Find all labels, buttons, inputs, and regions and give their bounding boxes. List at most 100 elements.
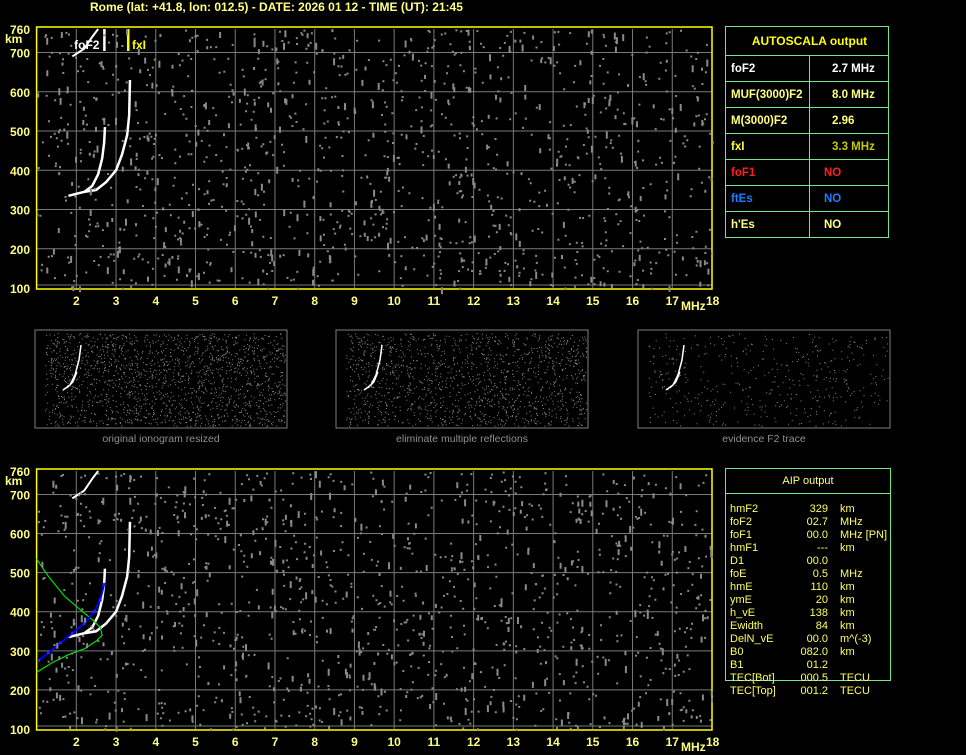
autoscala-value: NO bbox=[809, 185, 889, 212]
aip-param: hmE bbox=[730, 581, 753, 593]
aip-row: foF2 02.7 MHz bbox=[730, 516, 882, 529]
x-tick-label: 2 bbox=[73, 294, 80, 308]
autoscaled-point bbox=[92, 610, 96, 614]
autoscala-row: fxI 3.3 MHz bbox=[725, 133, 889, 160]
aip-value: 000.5 bbox=[800, 672, 828, 684]
caption-evidence: evidence F2 trace bbox=[722, 433, 806, 445]
y-axis-label: km bbox=[5, 32, 22, 46]
aip-param: foF1 bbox=[730, 529, 753, 541]
autoscala-row: foF1 NO bbox=[725, 159, 889, 186]
autoscala-row: foF2 2.7 MHz bbox=[725, 55, 889, 82]
aip-unit: km bbox=[840, 581, 855, 593]
aip-output-box: AIP output bbox=[725, 468, 891, 681]
aip-value: 001.2 bbox=[800, 685, 828, 697]
autoscala-value: 2.96 bbox=[809, 107, 889, 134]
autoscala-value: NO bbox=[809, 211, 889, 238]
aip-param: TEC[Bot] bbox=[730, 672, 775, 684]
x-tick-label: 13 bbox=[507, 294, 521, 308]
autoscala-value: 8.0 MHz bbox=[809, 81, 889, 108]
x-tick-label: 8 bbox=[311, 735, 318, 749]
page-title: Rome (lat: +41.8, lon: 012.5) - DATE: 20… bbox=[90, 0, 463, 14]
second-hop-trace bbox=[71, 28, 99, 58]
foF2-marker bbox=[103, 29, 106, 51]
aip-param: ymE bbox=[730, 594, 752, 606]
aip-row: DelN_vE 00.0 m^(-3) bbox=[730, 633, 882, 646]
x-tick-label: 15 bbox=[586, 735, 600, 749]
x-tick-label: 14 bbox=[546, 294, 560, 308]
y-tick-label: 700 bbox=[10, 47, 30, 61]
panel-f2-trace bbox=[367, 371, 379, 389]
aip-output-rows: hmF2 329 km foF2 02.7 MHz foF1 00.0 MHz [PN] hmF1… bbox=[730, 503, 888, 698]
plot-frame bbox=[35, 26, 713, 290]
aip-unit: MHz [PN] bbox=[840, 529, 888, 541]
x-tick-label: 11 bbox=[428, 735, 441, 749]
autoscaled-point bbox=[58, 641, 62, 645]
autoscala-value: 2.7 MHz bbox=[809, 55, 889, 82]
aip-row: B1 01.2 bbox=[730, 659, 882, 672]
noise-pattern bbox=[36, 29, 715, 295]
autoscala-label: M(3000)F2 bbox=[725, 107, 810, 134]
aip-unit bbox=[840, 659, 882, 672]
x-tick-label: 3 bbox=[113, 735, 120, 749]
aip-unit: km bbox=[840, 503, 855, 515]
aip-unit: m^(-3) bbox=[840, 633, 872, 645]
aip-row: Ewidth 84 km bbox=[730, 620, 882, 633]
aip-param: hmF2 bbox=[730, 503, 759, 515]
panel-f2-trace bbox=[66, 371, 78, 389]
y-tick-label: 500 bbox=[10, 125, 30, 139]
aip-param: DelN_vE bbox=[730, 633, 774, 645]
y-tick-label: 500 bbox=[10, 567, 30, 581]
x-tick-label: 14 bbox=[546, 735, 560, 749]
y-tick-label: 600 bbox=[10, 528, 30, 542]
aip-param: TEC[Top] bbox=[730, 685, 776, 697]
x-trace bbox=[84, 521, 132, 635]
autoscala-row: M(3000)F2 2.96 bbox=[725, 107, 889, 134]
x-axis-label: MHz bbox=[681, 740, 706, 754]
x-tick-label: 15 bbox=[586, 294, 600, 308]
y-tick-label: 600 bbox=[10, 86, 30, 100]
aip-row: hmF2 329 km bbox=[730, 503, 882, 516]
aip-param: h_vE bbox=[730, 607, 756, 619]
autoscala-label: fxI bbox=[725, 133, 810, 160]
y-tick-label: 100 bbox=[10, 723, 30, 737]
aip-row: foF1 00.0 MHz [PN] bbox=[730, 529, 888, 542]
x-tick-label: 13 bbox=[507, 735, 521, 749]
autoscala-label: foF2 bbox=[725, 55, 810, 82]
foF2-label: foF2 bbox=[74, 38, 100, 52]
x-tick-label: 6 bbox=[232, 735, 239, 749]
aip-value: 329 bbox=[809, 503, 828, 515]
aip-value: 082.0 bbox=[800, 646, 828, 658]
aip-row: hmF1 --- km bbox=[730, 542, 882, 555]
x-tick-label: 18 bbox=[706, 294, 720, 308]
x-tick-label: 18 bbox=[706, 735, 720, 749]
aip-row: TEC[Top] 001.2 TECU bbox=[730, 685, 882, 698]
x-tick-label: 7 bbox=[272, 735, 279, 749]
aip-row: hmE 110 km bbox=[730, 581, 882, 594]
x-axis-label: MHz bbox=[681, 299, 706, 313]
aip-unit bbox=[840, 555, 882, 568]
aip-row: foE 0.5 MHz bbox=[730, 568, 882, 581]
aip-param: B1 bbox=[730, 659, 744, 671]
x-tick-label: 11 bbox=[428, 294, 441, 308]
caption-eliminate: eliminate multiple reflections bbox=[396, 433, 528, 445]
y-tick-label: 400 bbox=[10, 164, 30, 178]
aip-row: TEC[Bot] 000.5 TECU bbox=[730, 672, 882, 685]
x-tick-label: 9 bbox=[351, 735, 358, 749]
autoscaled-trace bbox=[37, 584, 106, 662]
aip-row: h_vE 138 km bbox=[730, 607, 882, 620]
aip-unit: km bbox=[840, 594, 855, 606]
aip-param: foE bbox=[730, 568, 747, 580]
plot-frame bbox=[35, 468, 713, 731]
x-tick-label: 2 bbox=[73, 735, 80, 749]
y-tick-label: 760 bbox=[10, 465, 30, 479]
autoscala-value: NO bbox=[809, 159, 889, 186]
aip-unit: km bbox=[840, 646, 855, 658]
aip-unit: km bbox=[840, 620, 855, 632]
aip-value: 138 bbox=[809, 607, 828, 619]
aip-value: 0.5 bbox=[812, 568, 828, 580]
aip-row: D1 00.0 bbox=[730, 555, 882, 568]
y-tick-label: 400 bbox=[10, 606, 30, 620]
aip-unit: MHz bbox=[840, 516, 863, 528]
x-tick-label: 3 bbox=[113, 294, 120, 308]
